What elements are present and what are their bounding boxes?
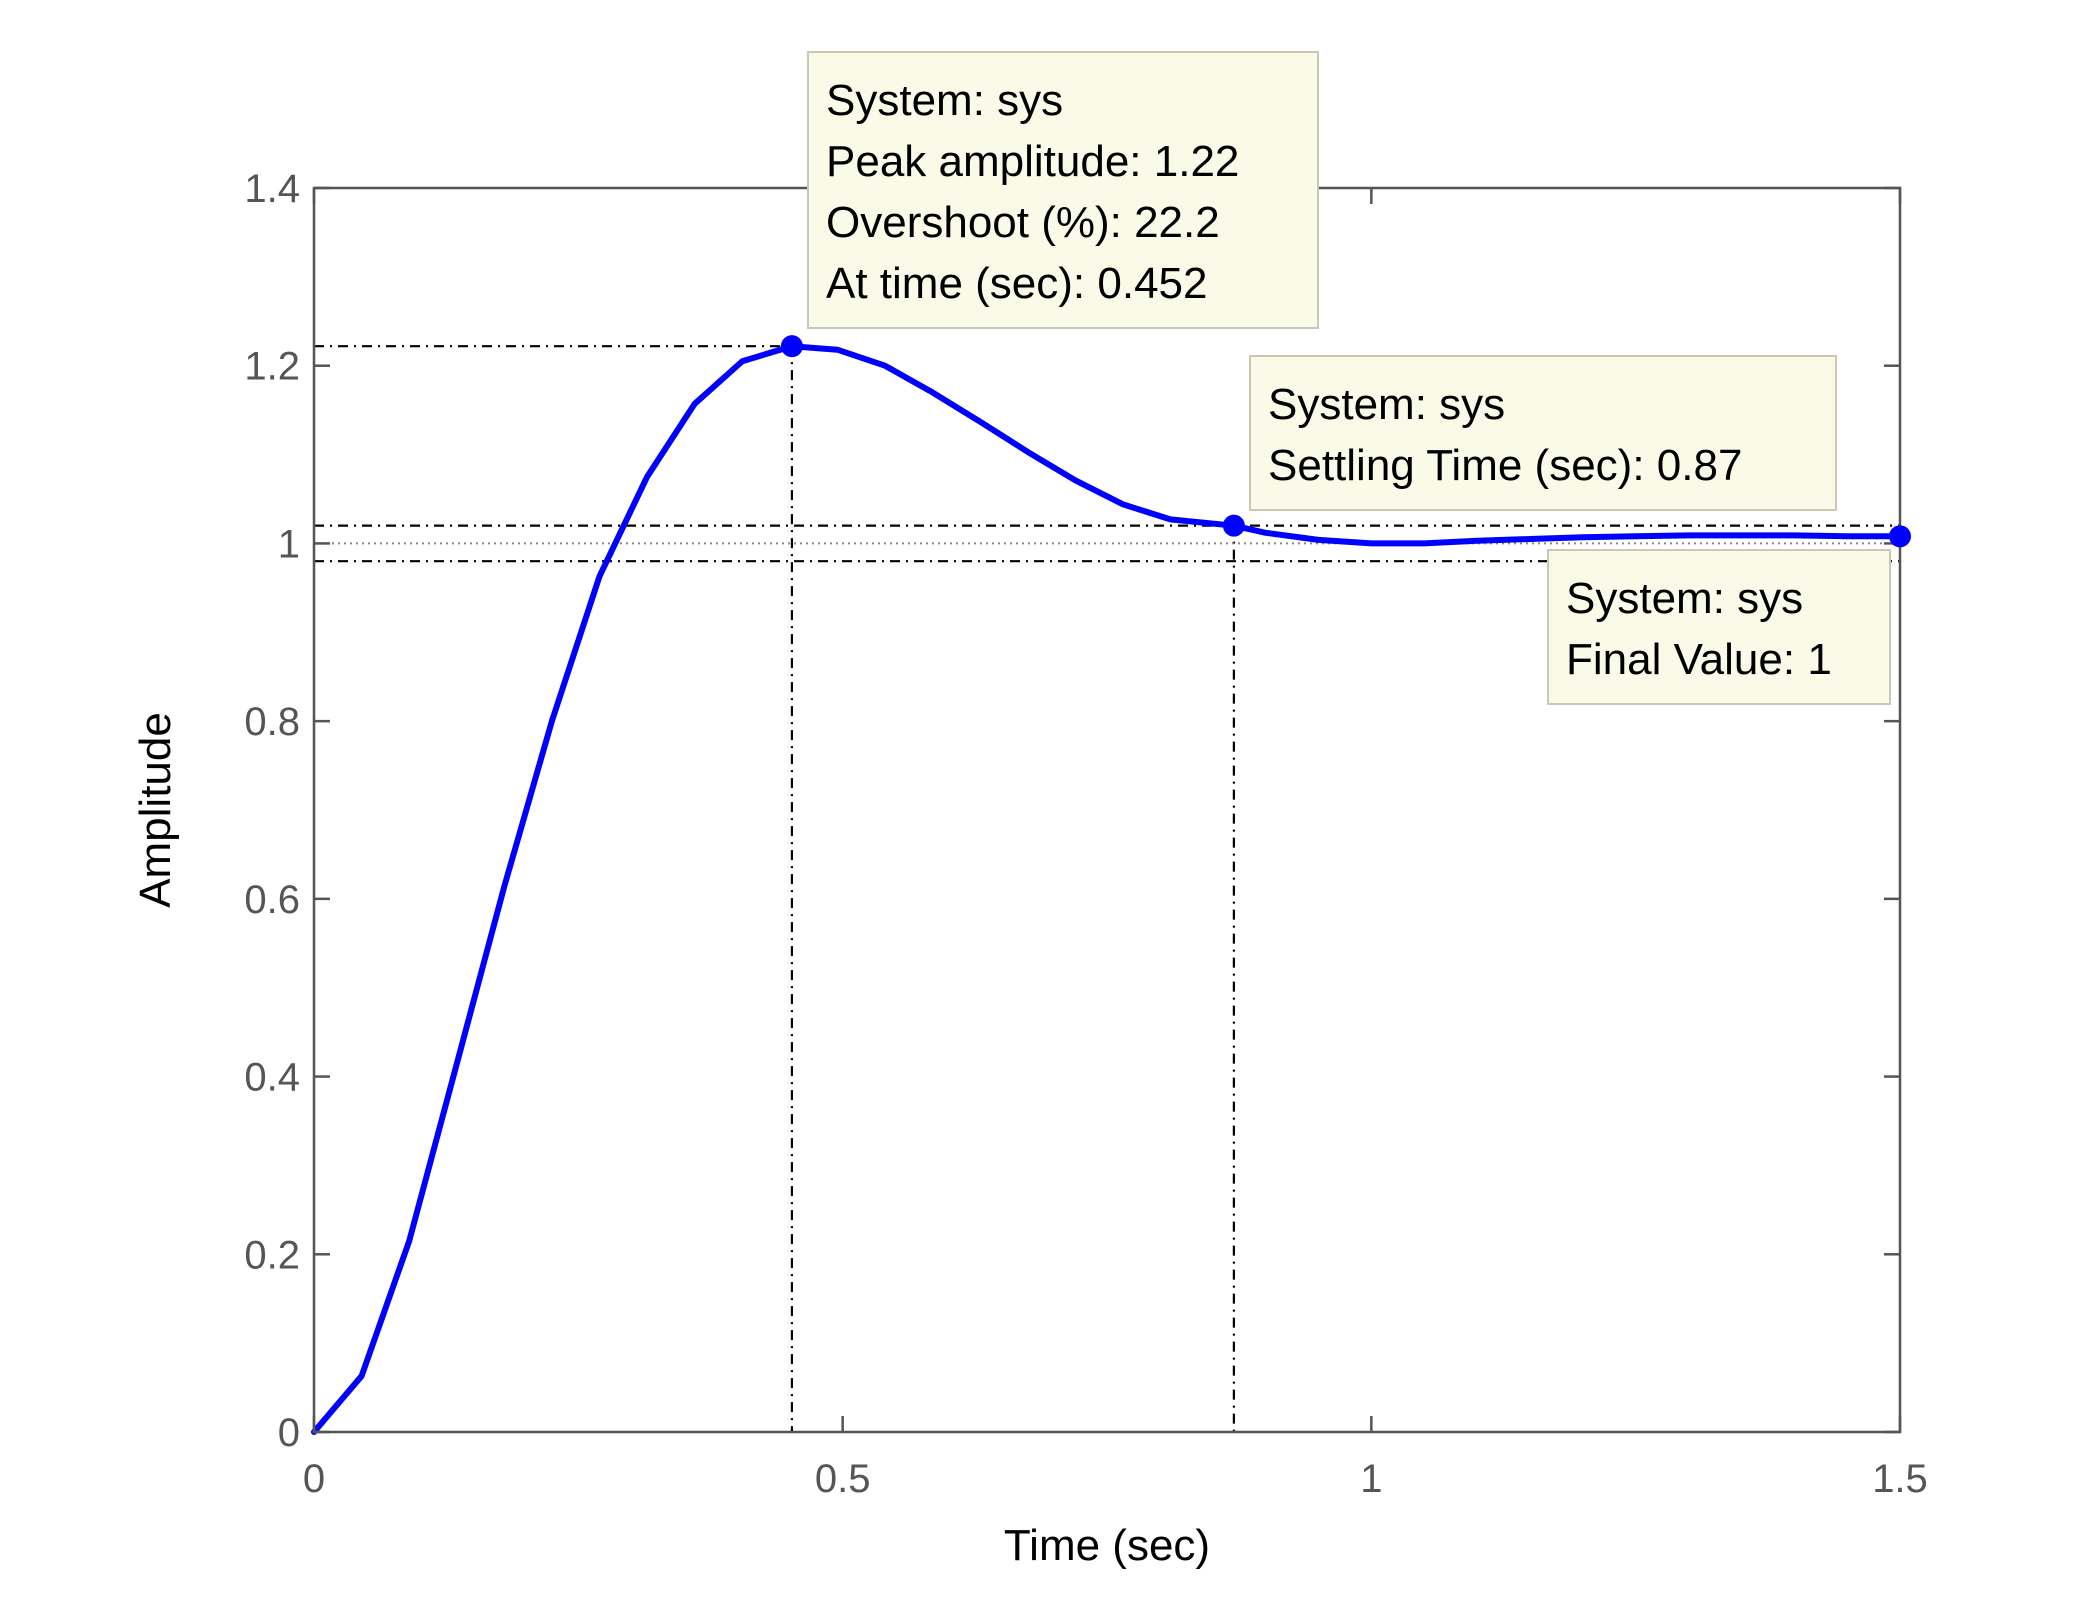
data-point-marker — [780, 335, 803, 358]
y-tick-label: 0 — [278, 1411, 300, 1455]
series-line — [311, 343, 1903, 1435]
datatip-line: At time (sec): 0.452 — [826, 259, 1207, 308]
reference-lines — [314, 345, 1900, 1432]
datatip-background — [1249, 355, 1837, 511]
datatip-line: System: sys — [1268, 380, 1505, 429]
datatip-line: Overshoot (%): 22.2 — [826, 198, 1220, 247]
datatip-line: Final Value: 1 — [1566, 635, 1832, 684]
datatip-box: System: sys Final Value: 1 — [1547, 549, 1891, 705]
x-tick-label: 0 — [303, 1457, 325, 1501]
y-tick-label: 1 — [278, 522, 300, 566]
datatip-background — [1547, 549, 1891, 705]
x-tick-label: 1 — [1360, 1457, 1382, 1501]
y-tick-label: 1.4 — [244, 167, 300, 211]
y-tick-label: 1.2 — [244, 345, 300, 389]
marker-layer — [780, 335, 1911, 548]
datatip-layer: System: sys Peak amplitude: 1.22 Overshoot… — [807, 51, 1891, 705]
datatip-line: System: sys — [1566, 574, 1803, 623]
datatip-box: System: sys Settling Time (sec): 0.87 — [1249, 355, 1837, 511]
axis-ticks: 0 0.5 1 1.5 0 0.2 0.4 0.6 0.8 1 1.2 1.4 — [244, 167, 1927, 1501]
series-layer — [311, 343, 1903, 1435]
datatip-line: System: sys — [826, 76, 1063, 125]
data-point-marker — [1222, 514, 1245, 537]
y-tick-label: 0.6 — [244, 878, 300, 922]
datatip-line: Peak amplitude: 1.22 — [826, 137, 1239, 186]
datatip-box: System: sys Peak amplitude: 1.22 Overshoot… — [807, 51, 1319, 329]
y-tick-label: 0.2 — [244, 1233, 300, 1277]
y-axis-label: Amplitude — [131, 712, 180, 908]
y-tick-label: 0.4 — [244, 1056, 300, 1100]
x-axis-label: Time (sec) — [1004, 1521, 1210, 1570]
y-tick-label: 0.8 — [244, 700, 300, 744]
datatip-line: Settling Time (sec): 0.87 — [1268, 441, 1742, 490]
x-tick-label: 1.5 — [1872, 1457, 1928, 1501]
datatip-background — [807, 51, 1319, 329]
x-tick-label: 0.5 — [815, 1457, 871, 1501]
data-point-marker — [1889, 525, 1911, 548]
